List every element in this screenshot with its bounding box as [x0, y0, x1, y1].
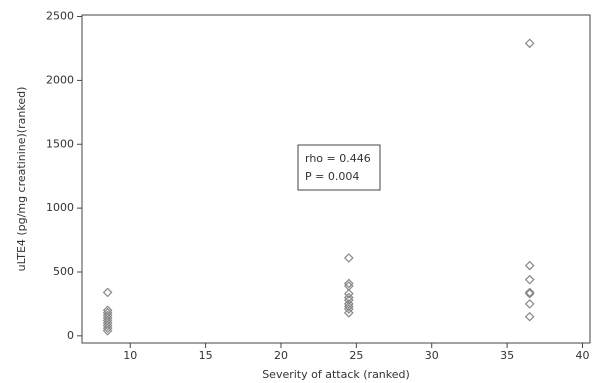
point — [343, 308, 354, 318]
point — [524, 288, 535, 299]
x-tick-label: 15 — [199, 349, 213, 362]
point — [343, 295, 354, 305]
point — [102, 287, 113, 298]
x-tick-label: 35 — [500, 349, 514, 362]
x-tick-label: 25 — [349, 349, 363, 362]
point — [102, 325, 113, 336]
x-axis-label: Severity of attack (ranked) — [262, 368, 410, 381]
x-tick-label: 10 — [123, 349, 137, 362]
annotation: P = 0.004 — [305, 170, 359, 183]
point — [102, 310, 113, 321]
plot-frame — [81, 14, 591, 344]
point — [343, 278, 354, 289]
point — [102, 313, 113, 323]
point — [524, 299, 535, 309]
point — [524, 38, 535, 49]
point — [524, 311, 535, 322]
x-tick-label: 40 — [575, 349, 589, 362]
y-tick-label: 500 — [53, 265, 74, 278]
y-axis-label: uLTE4 (pg/mg creatinine)(ranked) — [15, 87, 28, 272]
point — [343, 281, 354, 291]
point — [102, 315, 113, 326]
y-tick-label: 1000 — [46, 201, 74, 214]
point — [102, 320, 113, 331]
point — [102, 308, 113, 318]
x-tick-label: 30 — [425, 349, 439, 362]
point — [343, 301, 354, 312]
point — [343, 299, 354, 309]
annotation: rho = 0.446 — [305, 152, 371, 165]
x-tick-label: 20 — [274, 349, 288, 362]
point — [343, 292, 354, 303]
point — [343, 253, 354, 263]
y-tick-label: 1500 — [46, 137, 74, 150]
point — [524, 274, 535, 285]
point — [102, 318, 113, 328]
point — [343, 304, 354, 314]
y-tick-label: 2000 — [46, 73, 74, 86]
point — [102, 323, 113, 334]
annotation-box — [297, 144, 381, 191]
point — [524, 287, 535, 298]
point — [102, 305, 113, 316]
point — [343, 288, 354, 299]
y-tick-label: 0 — [67, 329, 74, 342]
point — [524, 260, 535, 271]
y-tick-label: 2500 — [46, 10, 74, 23]
